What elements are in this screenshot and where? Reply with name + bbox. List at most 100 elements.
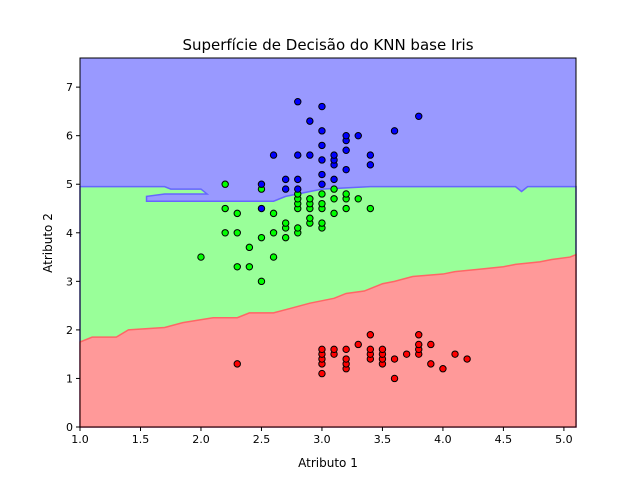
data-point-blue: [415, 112, 423, 120]
data-point-blue: [306, 117, 314, 125]
data-point-red: [330, 345, 338, 354]
data-point-green: [318, 190, 326, 198]
data-point-blue: [366, 161, 375, 169]
data-point-red: [427, 360, 435, 368]
chart-title: Superfície de Decisão do KNN base Iris: [182, 36, 473, 54]
data-point-red: [439, 365, 447, 373]
x-tick-label: 3.5: [374, 433, 392, 446]
data-point-red: [415, 331, 423, 339]
data-point-red: [318, 369, 326, 378]
data-point-blue: [294, 185, 302, 193]
data-point-green: [330, 209, 338, 218]
data-points: [197, 97, 471, 383]
y-tick-label: 1: [66, 372, 73, 385]
data-point-blue: [330, 151, 338, 159]
data-point-green: [306, 195, 314, 203]
x-tick-label: 4.0: [434, 433, 452, 446]
y-tick-label: 0: [66, 421, 73, 434]
data-point-red: [318, 345, 326, 354]
data-point-red: [390, 374, 399, 383]
data-point-blue: [257, 204, 266, 213]
x-axis-label: Atributo 1: [298, 456, 358, 470]
data-point-red: [233, 360, 241, 368]
data-point-green: [342, 204, 350, 213]
data-point-green: [233, 209, 241, 218]
data-point-red: [378, 345, 387, 354]
data-point-green: [233, 229, 241, 237]
data-point-blue: [306, 151, 314, 159]
data-point-blue: [294, 97, 302, 106]
data-point-green: [294, 224, 302, 232]
data-point-red: [342, 355, 350, 363]
data-point-blue: [342, 165, 350, 174]
x-tick-label: 3.0: [313, 433, 331, 446]
x-tick-label: 1.5: [132, 433, 150, 446]
data-point-blue: [354, 131, 362, 140]
data-point-blue: [294, 175, 302, 184]
data-point-blue: [318, 141, 326, 150]
plot-area: [79, 57, 577, 428]
data-point-green: [318, 199, 326, 208]
data-point-green: [245, 243, 254, 252]
data-point-red: [366, 331, 375, 339]
data-point-green: [233, 263, 241, 271]
data-point-green: [269, 229, 278, 237]
data-point-blue: [318, 170, 326, 179]
data-point-green: [221, 204, 229, 213]
data-point-blue: [269, 151, 278, 159]
data-point-red: [354, 340, 362, 349]
data-point-blue: [257, 180, 266, 188]
data-point-green: [342, 190, 350, 198]
data-point-blue: [281, 185, 290, 193]
data-point-green: [306, 214, 314, 222]
data-point-green: [366, 204, 375, 213]
data-point-blue: [318, 127, 326, 135]
data-point-green: [221, 180, 229, 188]
y-axis: 0 1 2 3 4 5 6 7: [66, 81, 80, 434]
data-point-green: [269, 209, 278, 218]
data-point-green: [269, 253, 278, 261]
y-axis-label: Atributo 2: [41, 213, 55, 273]
data-point-green: [318, 219, 326, 227]
data-point-green: [330, 195, 338, 203]
data-point-red: [366, 345, 375, 354]
data-point-blue: [330, 175, 338, 184]
data-point-green: [257, 277, 266, 286]
decision-regions: [79, 185, 577, 428]
x-tick-label: 4.5: [495, 433, 513, 446]
data-point-blue: [294, 151, 302, 159]
x-tick-label: 1.0: [71, 433, 89, 446]
y-tick-label: 2: [66, 324, 73, 337]
y-tick-label: 7: [66, 81, 73, 94]
data-point-blue: [318, 180, 326, 188]
data-point-green: [281, 233, 290, 242]
plot-frame: [79, 57, 577, 428]
y-tick-label: 4: [66, 227, 73, 240]
data-point-red: [415, 340, 423, 349]
y-tick-label: 5: [66, 178, 73, 191]
data-point-blue: [318, 102, 326, 111]
data-point-blue: [342, 131, 350, 140]
data-point-red: [451, 350, 459, 358]
data-point-blue: [318, 156, 326, 164]
y-tick-label: 6: [66, 130, 73, 143]
data-point-red: [402, 350, 411, 358]
data-point-green: [354, 195, 362, 203]
x-axis: 1.0 1.5 2.0 2.5 3.0 3.5 4.0 4.5 5.0: [71, 427, 573, 446]
data-point-red: [342, 345, 350, 354]
x-tick-label: 2.5: [253, 433, 271, 446]
data-point-green: [330, 185, 338, 193]
y-tick-label: 3: [66, 275, 73, 288]
data-point-blue: [390, 127, 399, 135]
data-point-green: [245, 263, 254, 271]
data-point-green: [197, 253, 205, 261]
data-point-red: [427, 340, 435, 349]
data-point-green: [257, 233, 266, 242]
data-point-blue: [342, 146, 350, 154]
region-red: [79, 253, 577, 428]
data-point-red: [463, 355, 471, 363]
data-point-green: [221, 229, 229, 237]
data-point-red: [390, 355, 399, 363]
